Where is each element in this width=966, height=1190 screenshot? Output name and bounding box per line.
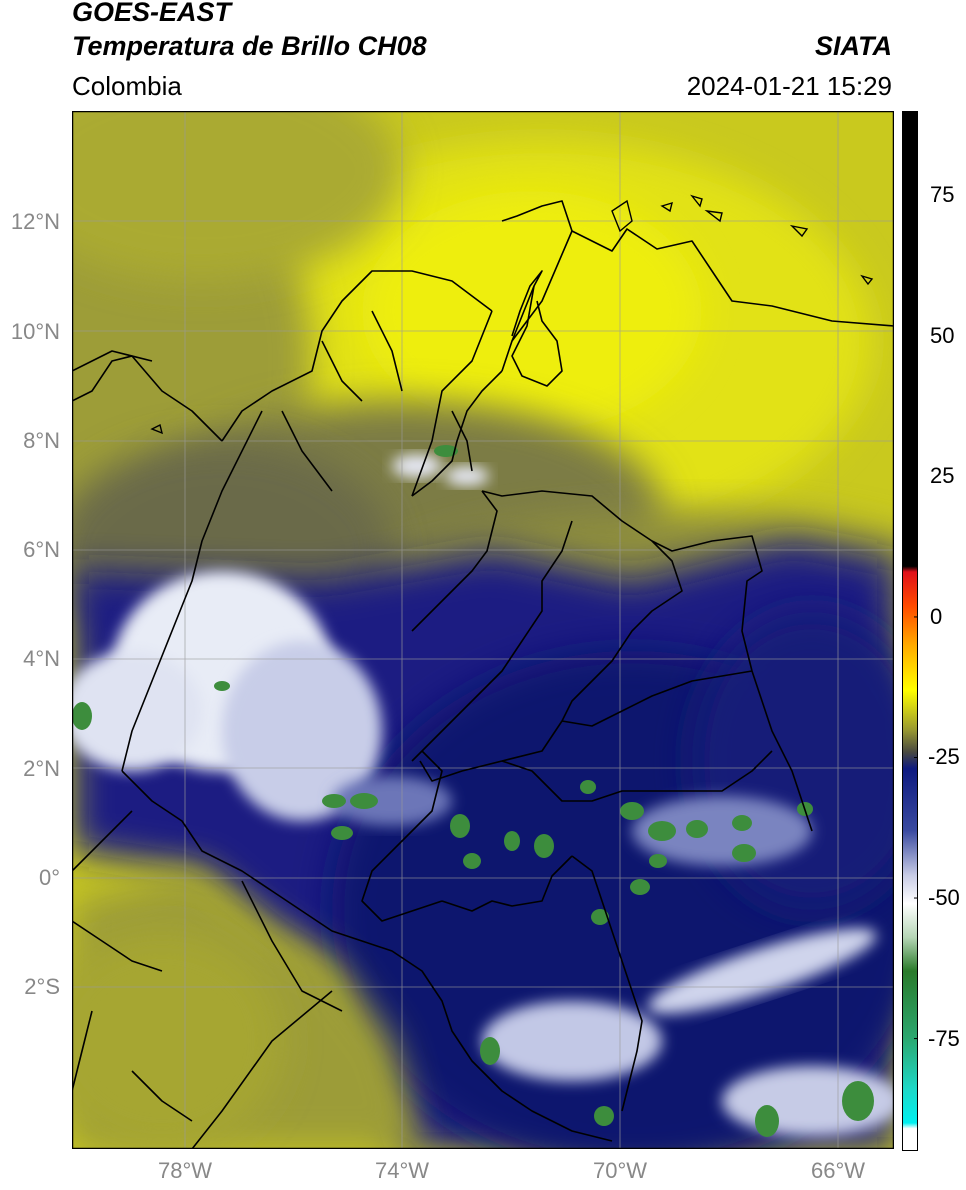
warm-dry-core xyxy=(362,191,702,431)
lat-tick-label: 6°N xyxy=(23,537,60,562)
convective-cloud-west-3 xyxy=(72,651,202,771)
colorbar-tick-label: 50 xyxy=(930,322,955,348)
colorbar-tick-label: -75 xyxy=(928,1025,960,1051)
lon-tick-label: 70°W xyxy=(592,1158,648,1183)
colorbar-tick-label: -25 xyxy=(928,744,960,770)
lat-tick-label: 12°N xyxy=(10,209,60,234)
datetime-label: 2024-01-21 15:29 xyxy=(686,71,892,101)
lon-tick-label: 74°W xyxy=(374,1158,430,1183)
cloud-patch-central xyxy=(332,776,452,826)
cold-tops xyxy=(72,445,874,1137)
cloud-cell-north-2 xyxy=(445,466,489,486)
olive-pacific xyxy=(72,931,282,1149)
region-label: Colombia xyxy=(72,71,182,101)
islands xyxy=(150,194,874,435)
colorbar-ticks xyxy=(914,194,918,1040)
cloud-cell-north xyxy=(392,454,442,478)
colorbar-tick-label: -50 xyxy=(928,885,960,911)
colorbar xyxy=(902,111,918,1151)
olive-zone-west-top xyxy=(72,111,402,281)
map-subtitle: Temperatura de Brillo CH08 xyxy=(72,31,427,61)
source-label: SIATA xyxy=(815,31,892,61)
country-borders xyxy=(72,200,894,1149)
convective-cloud-west-2 xyxy=(222,641,382,821)
lon-tick-label: 78°W xyxy=(157,1158,213,1183)
lon-tick-label: 66°W xyxy=(810,1158,866,1183)
cloud-streak-se xyxy=(647,928,877,1014)
colorbar-tick-label: 75 xyxy=(930,182,955,208)
lat-tick-label: 2°N xyxy=(23,756,60,781)
map-border xyxy=(72,111,894,1149)
lat-tick-label: 4°N xyxy=(23,646,60,671)
cloud-patch-east xyxy=(632,796,812,866)
lat-tick-label: 10°N xyxy=(10,319,60,344)
cloud-patch-se xyxy=(482,1001,662,1081)
colorbar-tick-label: 0 xyxy=(930,603,943,629)
lat-tick-label: 0° xyxy=(38,865,60,890)
graticule xyxy=(72,111,894,1149)
colorbar-fill xyxy=(902,111,918,1151)
lat-tick-label: 8°N xyxy=(23,428,60,453)
satellite-map xyxy=(72,111,894,1149)
colorbar-tick-label: 25 xyxy=(930,463,955,489)
map-title: GOES-EAST xyxy=(72,0,232,27)
lat-tick-label: 2°S xyxy=(24,974,60,999)
